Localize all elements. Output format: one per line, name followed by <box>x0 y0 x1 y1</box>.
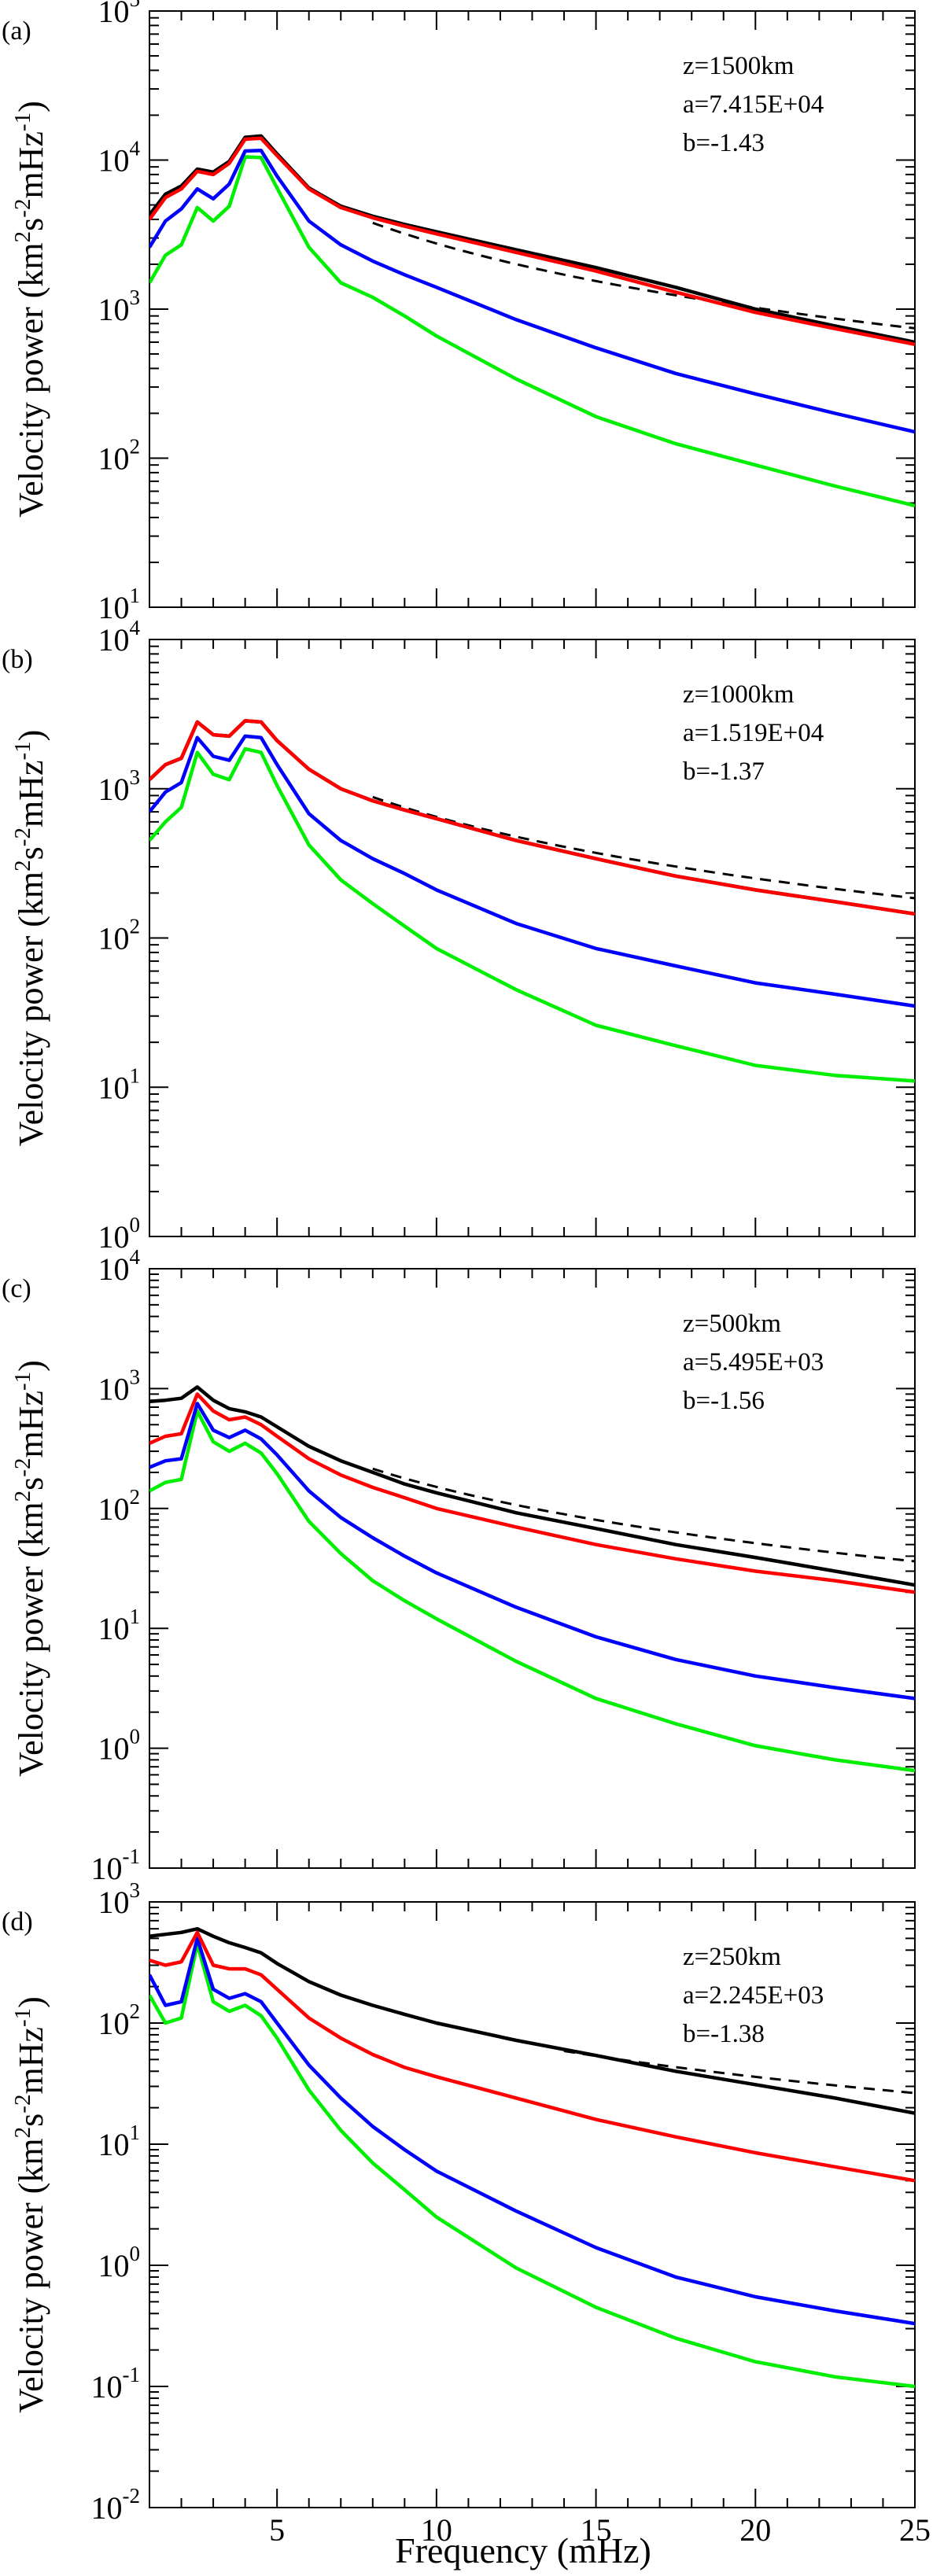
y-tick-label: 103 <box>98 286 141 327</box>
fit-annotation: z=1500km <box>683 52 795 80</box>
y-tick-exponent: 4 <box>130 1245 141 1269</box>
fit-annotation: a=7.415E+04 <box>683 90 824 119</box>
fit-annotation: b=-1.56 <box>683 1387 765 1415</box>
y-tick-label: 103 <box>98 765 141 807</box>
series-line-red <box>149 136 915 347</box>
series-line-blue <box>149 149 915 434</box>
y-tick-label: 101 <box>98 2121 141 2162</box>
series-line-blue <box>149 1402 915 1701</box>
y-tick-exponent: 1 <box>130 584 141 607</box>
y-axis-label: Velocity power (km2s-2mHz-1) <box>10 1360 50 1777</box>
fit-annotation: z=250km <box>683 1943 781 1971</box>
series-line-red <box>149 719 915 916</box>
y-axis-label: Velocity power (km2s-2mHz-1) <box>10 101 50 518</box>
y-tick-label: 10-2 <box>91 2484 141 2526</box>
y-tick-label: 100 <box>98 1213 141 1255</box>
y-tick-exponent: 0 <box>130 2242 141 2265</box>
x-tick-label: 10 <box>421 2512 452 2548</box>
y-tick-exponent: 0 <box>130 1213 141 1236</box>
y-tick-exponent: 2 <box>130 915 141 938</box>
fit-line <box>372 1467 915 1563</box>
series-line-green <box>149 1942 915 2389</box>
y-tick-exponent: -2 <box>123 2484 141 2508</box>
panel-tag: (a) <box>2 17 31 46</box>
fit-annotation: a=2.245E+03 <box>683 1981 824 2010</box>
y-axis-label: Velocity power (km2s-2mHz-1) <box>10 730 50 1147</box>
y-tick-exponent: 4 <box>130 137 141 160</box>
y-tick-label: 10-1 <box>91 1844 141 1886</box>
y-tick-label: 100 <box>98 2242 141 2283</box>
y-tick-exponent: 2 <box>130 1999 141 2023</box>
series-line-blue <box>149 1937 915 2326</box>
y-tick-exponent: 4 <box>130 616 141 639</box>
y-tick-label: 102 <box>98 1485 141 1527</box>
y-tick-exponent: 5 <box>130 0 141 11</box>
fit-annotation: z=1000km <box>683 680 795 709</box>
panel-tag: (c) <box>2 1274 31 1303</box>
y-tick-label: 102 <box>98 915 141 956</box>
series-line-blue <box>149 734 915 1008</box>
x-tick-label: 15 <box>581 2512 612 2548</box>
fit-line <box>372 221 915 330</box>
y-tick-exponent: 3 <box>130 765 141 789</box>
fit-annotation: a=1.519E+04 <box>683 719 824 747</box>
y-tick-exponent: 1 <box>130 2121 141 2144</box>
series-line-green <box>149 1409 915 1773</box>
y-tick-exponent: -1 <box>123 2363 141 2386</box>
y-tick-label: 102 <box>98 1999 141 2041</box>
y-tick-label: 103 <box>98 1365 141 1406</box>
y-tick-label: 10-1 <box>91 2363 141 2405</box>
x-tick-label: 5 <box>269 2512 285 2548</box>
y-tick-label: 101 <box>98 1605 141 1646</box>
y-tick-label: 101 <box>98 584 141 625</box>
fit-annotation: a=5.495E+03 <box>683 1348 824 1376</box>
panel-a: 101 102 103 104 105 Velocity power (km2s-2mHz… <box>2 0 916 625</box>
plot-area <box>149 1385 915 1773</box>
y-tick-label: 102 <box>98 435 141 477</box>
x-axis-label: Frequency (mHz) <box>395 2530 651 2570</box>
x-tick-label: 20 <box>739 2512 771 2548</box>
fit-annotation: b=-1.43 <box>683 129 765 157</box>
y-tick-exponent: 2 <box>130 1485 141 1509</box>
y-tick-exponent: 3 <box>130 286 141 309</box>
fit-annotation: z=500km <box>683 1310 781 1338</box>
y-tick-label: 105 <box>98 0 141 29</box>
fit-line <box>372 795 915 900</box>
y-tick-exponent: 1 <box>130 1605 141 1628</box>
y-tick-exponent: 3 <box>130 1365 141 1388</box>
panel-tag: (d) <box>2 1907 33 1937</box>
panel-tag: (b) <box>2 645 33 674</box>
plot-area <box>149 719 915 1083</box>
y-tick-label: 104 <box>98 616 141 658</box>
plot-area <box>149 134 915 508</box>
y-tick-label: 101 <box>98 1063 141 1105</box>
series-line-black <box>149 1926 915 2115</box>
y-tick-exponent: 3 <box>130 1878 141 1902</box>
y-tick-label: 104 <box>98 137 141 179</box>
y-axis-label: Velocity power (km2s-2mHz-1) <box>10 1996 50 2413</box>
x-tick-label: 25 <box>899 2512 931 2548</box>
fit-annotation: b=-1.38 <box>683 2020 765 2048</box>
series-line-red <box>149 1392 915 1594</box>
y-tick-exponent: 0 <box>130 1725 141 1749</box>
series-line-red <box>149 1930 915 2183</box>
fit-line <box>563 2050 915 2095</box>
y-tick-label: 103 <box>98 1878 141 1920</box>
series-line-green <box>149 746 915 1083</box>
y-tick-exponent: 1 <box>130 1063 141 1087</box>
series-line-black <box>149 1385 915 1587</box>
y-tick-exponent: -1 <box>123 1844 141 1868</box>
y-tick-label: 104 <box>98 1245 141 1287</box>
y-tick-exponent: 2 <box>130 435 141 459</box>
plot-area <box>149 1926 915 2389</box>
series-line-green <box>149 155 915 508</box>
y-tick-label: 100 <box>98 1725 141 1767</box>
fit-annotation: b=-1.37 <box>683 757 765 786</box>
